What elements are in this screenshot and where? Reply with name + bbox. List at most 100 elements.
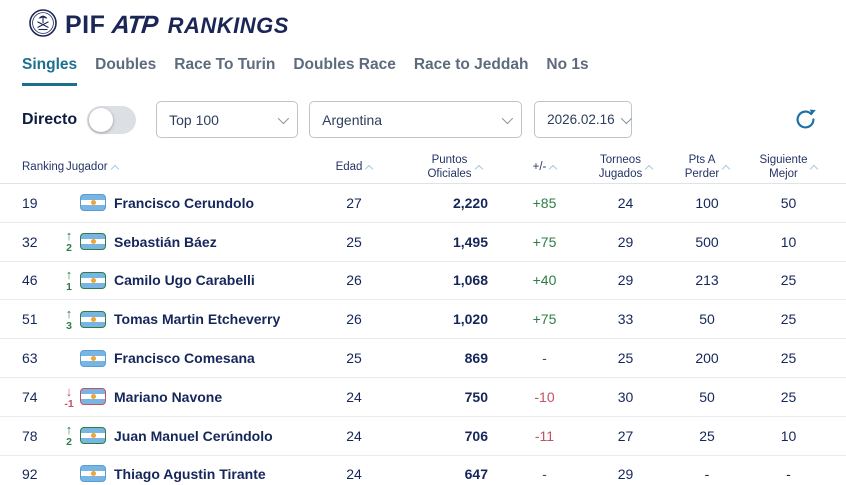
siguiente-mejor-cell: 50 [780, 194, 797, 211]
torneos-cell: 33 [617, 311, 634, 328]
col-header-jugador[interactable]: Jugador [58, 160, 324, 174]
col-header-edad[interactable]: Edad [324, 160, 384, 174]
ranking-cell: 46 [22, 272, 38, 289]
delta-cell: - [542, 465, 547, 482]
siguiente-mejor-cell: 25 [780, 388, 797, 405]
player-name[interactable]: Thiago Agustin Tirante [114, 465, 266, 482]
delta-cell: -11 [534, 427, 555, 444]
table-row[interactable]: 92 Thiago Agustin Tirante 24 647 - 29 - … [0, 456, 846, 485]
argentina-flag-icon [80, 310, 106, 328]
torneos-cell: 25 [617, 350, 634, 367]
date-select[interactable]: 2026.02.16 [534, 101, 633, 138]
direct-label: Directo [22, 110, 78, 128]
table-row[interactable]: 19 Francisco Cerundolo 27 2,220 +85 24 1… [0, 184, 846, 223]
puntos-cell: 1,020 [452, 311, 488, 328]
table-row[interactable]: 51 ↑ 3 Tomas Martin Etcheverry 26 1,020 … [0, 300, 846, 340]
delta-cell: +75 [532, 311, 557, 328]
top-bar: PIF ATP RANKINGS [0, 0, 846, 43]
argentina-flag-icon [80, 271, 106, 289]
delta-cell: +40 [532, 272, 557, 289]
chevron-down-icon [620, 112, 632, 124]
edad-cell: 25 [346, 233, 362, 250]
player-name[interactable]: Tomas Martin Etcheverry [114, 311, 281, 328]
player-name[interactable]: Juan Manuel Cerúndolo [114, 427, 273, 444]
delta-cell: - [542, 350, 547, 367]
table-row[interactable]: 46 ↑ 1 Camilo Ugo Carabelli 26 1,068 +40… [0, 262, 846, 301]
edad-cell: 27 [346, 194, 362, 211]
tab-no-1s[interactable]: No 1s [546, 56, 589, 73]
puntos-cell: 750 [464, 388, 488, 405]
col-header-puntos[interactable]: Puntos Oficiales [384, 153, 503, 182]
movement-indicator: ↑ 1 [58, 268, 80, 293]
pts-a-perder-cell: 200 [695, 350, 719, 367]
edad-cell: 24 [346, 465, 362, 482]
edad-cell: 24 [346, 388, 362, 405]
flag-cell [80, 465, 110, 483]
flag-cell [80, 349, 110, 367]
country-value: Argentina [322, 111, 383, 128]
movement-indicator: ↑ 2 [58, 229, 80, 254]
atp-logo-text: ATP [110, 11, 160, 39]
col-header-ranking[interactable]: Ranking [22, 160, 65, 173]
pts-a-perder-cell: 213 [695, 272, 719, 289]
puntos-cell: 647 [464, 465, 488, 482]
movement-value: 3 [66, 320, 72, 333]
player-name[interactable]: Francisco Cerundolo [114, 194, 255, 211]
siguiente-mejor-cell: 10 [780, 427, 797, 444]
tab-doubles-race[interactable]: Doubles Race [293, 56, 396, 73]
col-header-siguiente-mejor[interactable]: Siguiente Mejor [749, 153, 828, 182]
puntos-cell: 706 [464, 427, 488, 444]
pts-a-perder-cell: 50 [699, 311, 715, 328]
player-name[interactable]: Mariano Navone [114, 388, 223, 405]
col-header-delta[interactable]: +/- [503, 160, 586, 174]
flag-sun-icon [90, 433, 96, 439]
flag-cell [80, 427, 110, 445]
tab-singles[interactable]: Singles [22, 56, 78, 86]
pts-a-perder-cell: 500 [695, 233, 719, 250]
date-value: 2026.02.16 [547, 112, 615, 127]
torneos-cell: 29 [617, 465, 634, 482]
player-name[interactable]: Francisco Comesana [114, 350, 255, 367]
tab-race-to-jeddah[interactable]: Race to Jeddah [413, 56, 529, 73]
movement-arrow-icon: ↑ [65, 267, 73, 283]
flag-cell [80, 271, 110, 289]
chevron-down-icon [277, 112, 290, 124]
direct-toggle[interactable] [87, 105, 137, 134]
puntos-cell: 869 [464, 350, 488, 367]
pif-logo-text: PIF [65, 11, 106, 39]
siguiente-mejor-cell: 10 [780, 233, 797, 250]
sort-caret-icon [365, 164, 374, 173]
table-row[interactable]: 32 ↑ 2 Sebastián Báez 25 1,495 +75 29 50… [0, 223, 846, 262]
player-name[interactable]: Camilo Ugo Carabelli [114, 272, 255, 289]
siguiente-mejor-cell: 25 [780, 311, 797, 328]
table-row[interactable]: 63 Francisco Comesana 25 869 - 25 200 25 [0, 339, 846, 378]
country-select[interactable]: Argentina [309, 101, 523, 138]
siguiente-mejor-cell: 25 [780, 350, 797, 367]
table-body: 19 Francisco Cerundolo 27 2,220 +85 24 1… [0, 184, 846, 485]
refresh-icon[interactable] [793, 107, 818, 132]
pif-atp-rankings-logo: PIF ATP RANKINGS [28, 8, 846, 43]
torneos-cell: 24 [617, 194, 634, 211]
flag-cell [80, 310, 110, 328]
col-header-pts-a-perder[interactable]: Pts A Perder [665, 153, 749, 182]
tab-race-to-turin[interactable]: Race To Turin [174, 56, 276, 73]
ranking-cell: 74 [22, 388, 38, 405]
col-header-torneos[interactable]: Torneos Jugados [586, 153, 665, 182]
torneos-cell: 29 [617, 233, 634, 250]
flag-sun-icon [90, 200, 96, 206]
player-name[interactable]: Sebastián Báez [114, 233, 217, 250]
table-row[interactable]: 74 ↓ -1 Mariano Navone 24 750 -10 30 50 … [0, 378, 846, 417]
top-range-select[interactable]: Top 100 [156, 101, 299, 138]
torneos-cell: 27 [617, 427, 634, 444]
sort-caret-icon [810, 164, 819, 173]
flag-sun-icon [90, 471, 96, 477]
delta-cell: +85 [532, 194, 557, 211]
pif-emblem-icon [28, 8, 58, 43]
sort-caret-icon [549, 164, 558, 173]
movement-arrow-icon: ↓ [65, 383, 73, 399]
rankings-logo-text: RANKINGS [167, 12, 289, 38]
tab-doubles[interactable]: Doubles [95, 56, 157, 73]
ranking-cell: 19 [22, 194, 38, 211]
top-range-value: Top 100 [169, 111, 219, 128]
table-row[interactable]: 78 ↑ 2 Juan Manuel Cerúndolo 24 706 -11 … [0, 417, 846, 456]
